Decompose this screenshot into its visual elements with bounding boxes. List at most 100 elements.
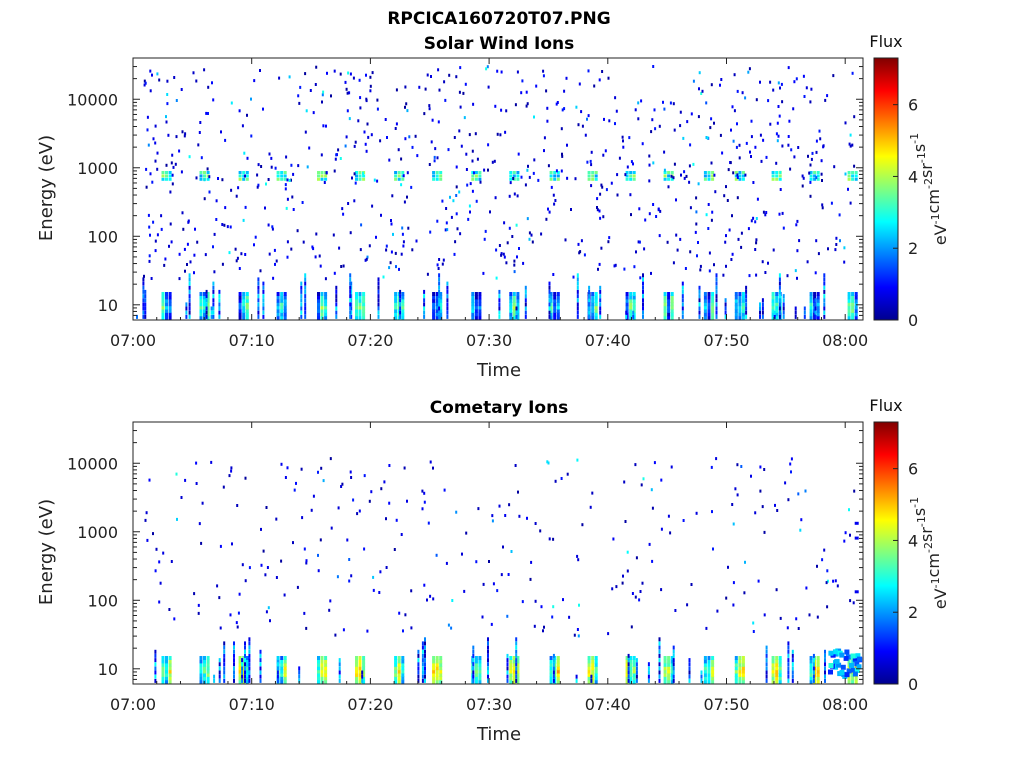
flux-pixel — [175, 135, 178, 139]
flux-pixel — [168, 298, 172, 303]
flux-pixel — [329, 599, 332, 603]
flux-pixel — [145, 511, 148, 515]
flux-pixel — [635, 674, 638, 679]
flux-pixel — [725, 596, 728, 600]
flux-pixel — [824, 98, 827, 102]
flux-pixel — [591, 662, 595, 667]
flux-pixel — [438, 310, 441, 315]
flux-pixel — [763, 613, 766, 617]
flux-pixel — [642, 302, 644, 307]
flux-pixel — [552, 662, 555, 667]
flux-pixel — [516, 315, 520, 320]
flux-pixel — [512, 669, 516, 674]
flux-pixel — [358, 676, 362, 681]
flux-pixel — [161, 679, 165, 684]
flux-pixel — [219, 626, 222, 630]
flux-pixel — [276, 678, 279, 683]
flux-pixel — [512, 312, 516, 317]
flux-pixel — [262, 302, 265, 307]
flux-pixel — [362, 177, 366, 181]
flux-pixel — [245, 666, 249, 671]
flux-pixel — [734, 672, 738, 677]
flux-pixel — [149, 233, 151, 237]
flux-pixel — [556, 669, 560, 674]
flux-pixel — [385, 517, 387, 521]
flux-pixel — [370, 133, 373, 137]
flux-pixel — [248, 645, 251, 650]
flux-pixel — [524, 302, 527, 307]
flux-pixel — [471, 174, 475, 178]
flux-pixel — [361, 678, 364, 683]
flux-pixel — [213, 674, 216, 679]
flux-pixel — [424, 645, 426, 650]
flux-pixel — [812, 674, 815, 679]
flux-pixel — [233, 670, 235, 675]
flux-pixel — [407, 226, 410, 230]
flux-pixel — [667, 185, 670, 189]
flux-pixel — [576, 281, 579, 286]
flux-pixel — [623, 267, 626, 271]
flux-pixel — [322, 90, 325, 94]
flux-pixel — [663, 666, 667, 671]
flux-pixel — [669, 531, 672, 535]
flux-pixel — [761, 310, 764, 315]
flux-pixel — [814, 314, 817, 319]
flux-pixel — [667, 298, 671, 303]
flux-pixel — [752, 630, 755, 633]
flux-pixel — [515, 637, 518, 642]
flux-pixel — [244, 649, 246, 654]
flux-pixel — [482, 271, 485, 275]
flux-pixel — [809, 174, 813, 178]
flux-pixel — [242, 662, 246, 667]
flux-pixel — [203, 676, 206, 681]
flux-pixel — [432, 669, 436, 674]
flux-pixel — [548, 294, 551, 299]
flux-pixel — [734, 171, 738, 174]
flux-pixel — [632, 171, 636, 174]
flux-pixel — [688, 164, 691, 168]
flux-pixel — [738, 659, 742, 664]
flux-pixel — [458, 90, 461, 94]
flux-pixel — [377, 281, 380, 286]
flux-pixel — [259, 649, 262, 654]
flux-pixel — [377, 302, 380, 307]
flux-pixel — [509, 295, 513, 300]
flux-pixel — [524, 298, 527, 303]
flux-pixel — [142, 277, 145, 282]
flux-pixel — [236, 256, 239, 260]
flux-pixel — [468, 204, 471, 208]
flux-pixel — [744, 96, 747, 100]
flux-pixel — [732, 522, 735, 526]
flux-pixel — [711, 308, 715, 313]
flux-pixel — [276, 174, 280, 178]
flux-pixel — [394, 308, 398, 313]
flux-pixel — [262, 285, 265, 290]
flux-pixel — [711, 312, 715, 317]
flux-pixel — [154, 666, 157, 671]
flux-pixel — [792, 107, 795, 111]
flux-pixel — [778, 310, 781, 315]
flux-pixel — [621, 581, 624, 585]
flux-pixel — [748, 274, 751, 278]
flux-pixel — [394, 312, 398, 317]
flux-pixel — [398, 267, 400, 271]
flux-pixel — [148, 225, 151, 229]
flux-pixel — [832, 579, 835, 583]
flux-pixel — [221, 262, 224, 266]
flux-pixel — [300, 306, 303, 311]
axes-frame — [132, 421, 864, 685]
flux-pixel — [814, 306, 817, 311]
flux-pixel — [205, 310, 208, 315]
flux-pixel — [738, 171, 742, 174]
flux-pixel — [810, 87, 813, 91]
flux-pixel — [358, 666, 362, 671]
flux-pixel — [221, 178, 224, 182]
flux-pixel — [707, 295, 711, 300]
flux-pixel — [663, 656, 667, 660]
flux-pixel — [288, 75, 291, 79]
flux-pixel — [658, 124, 661, 128]
flux-pixel — [432, 672, 436, 677]
flux-pixel — [284, 476, 287, 479]
flux-pixel — [161, 676, 165, 681]
flux-pixel — [223, 653, 226, 658]
